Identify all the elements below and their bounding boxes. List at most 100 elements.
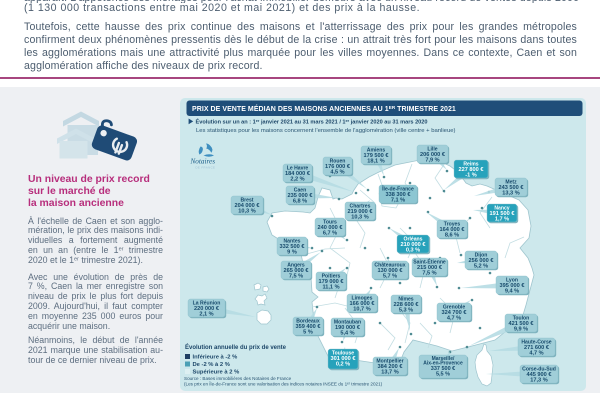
svg-text:Toulon: Toulon xyxy=(513,315,530,321)
svg-text:Toulouse: Toulouse xyxy=(332,350,354,356)
svg-text:243 500 €: 243 500 € xyxy=(499,185,525,191)
svg-text:Reims: Reims xyxy=(463,161,478,167)
svg-text:Corse-du-Sud: Corse-du-Sud xyxy=(522,366,556,372)
svg-text:Châteauroux: Châteauroux xyxy=(374,262,405,268)
svg-text:Nancy: Nancy xyxy=(494,205,509,211)
svg-text:9 %: 9 % xyxy=(287,250,297,256)
svg-text:332 500 €: 332 500 € xyxy=(280,244,306,250)
svg-text:Troyes: Troyes xyxy=(444,221,461,227)
svg-text:Brest: Brest xyxy=(240,197,253,203)
svg-text:301 000 €: 301 000 € xyxy=(331,356,357,362)
svg-text:240 000 €: 240 000 € xyxy=(318,225,344,231)
svg-text:Aix-en-Provence: Aix-en-Provence xyxy=(423,361,463,367)
svg-text:166 000 €: 166 000 € xyxy=(350,301,376,307)
svg-text:228 600 €: 228 600 € xyxy=(394,302,420,308)
svg-text:227 800 €: 227 800 € xyxy=(459,167,485,173)
svg-text:265 000 €: 265 000 € xyxy=(284,268,310,274)
svg-text:256 000 €: 256 000 € xyxy=(469,258,495,264)
svg-text:421 500 €: 421 500 € xyxy=(509,321,535,327)
svg-text:7,5 %: 7,5 % xyxy=(422,271,436,277)
svg-text:13,3 %: 13,3 % xyxy=(502,191,519,197)
svg-text:5 %: 5 % xyxy=(303,330,313,336)
svg-text:176 000 €: 176 000 € xyxy=(325,164,351,170)
svg-text:PRIX DE VENTE MÉDIAN DES MAISO: PRIX DE VENTE MÉDIAN DES MAISONS ANCIENN… xyxy=(192,104,456,113)
svg-text:5,3 %: 5,3 % xyxy=(399,308,413,314)
svg-text:384 200 €: 384 200 € xyxy=(378,364,404,370)
svg-text:204 000 €: 204 000 € xyxy=(235,203,261,209)
svg-text:Caen: Caen xyxy=(294,187,306,193)
svg-text:395 000 €: 395 000 € xyxy=(500,283,526,289)
svg-text:7,9 %: 7,9 % xyxy=(425,158,439,164)
svg-text:Lille: Lille xyxy=(427,146,437,152)
svg-text:338 300 €: 338 300 € xyxy=(386,192,412,198)
svg-text:Dijon: Dijon xyxy=(475,252,488,258)
svg-text:164 000 €: 164 000 € xyxy=(440,227,466,233)
svg-text:Les statistiques pour les mais: Les statistiques pour les maisons concer… xyxy=(196,128,455,134)
svg-text:9,4 %: 9,4 % xyxy=(505,289,519,295)
svg-text:215 000 €: 215 000 € xyxy=(417,265,443,271)
svg-text:184 000 €: 184 000 € xyxy=(285,171,311,177)
svg-text:Nîmes: Nîmes xyxy=(398,296,413,302)
svg-text:DE FRANCE: DE FRANCE xyxy=(196,166,216,170)
svg-text:Limoges: Limoges xyxy=(352,295,373,301)
svg-text:5,2 %: 5,2 % xyxy=(474,264,488,270)
svg-text:13,7 %: 13,7 % xyxy=(381,370,398,376)
svg-text:Orléans: Orléans xyxy=(404,236,423,242)
svg-text:Rouen: Rouen xyxy=(330,158,346,164)
svg-text:La Réunion: La Réunion xyxy=(193,300,221,306)
svg-text:210 000 €: 210 000 € xyxy=(401,242,427,248)
svg-text:359 400 €: 359 400 € xyxy=(296,324,322,330)
svg-text:445 900 €: 445 900 € xyxy=(527,372,553,378)
svg-text:Évolution sur un an : 1er janv: Évolution sur un an : 1er janvier 2021 a… xyxy=(196,117,428,125)
svg-text:Chartres: Chartres xyxy=(350,203,371,209)
svg-text:Nantes: Nantes xyxy=(284,238,301,244)
svg-text:Poitiers: Poitiers xyxy=(322,273,341,279)
svg-text:Lyon: Lyon xyxy=(506,277,518,283)
svg-text:Source : Bases immobilières de: Source : Bases immobilières des Notaires… xyxy=(184,376,292,381)
svg-text:4,7 %: 4,7 % xyxy=(529,351,543,357)
svg-text:271 600 €: 271 600 € xyxy=(524,345,550,351)
svg-text:Marseille/: Marseille/ xyxy=(432,356,455,362)
svg-text:Tours: Tours xyxy=(323,219,337,225)
svg-text:235 000 €: 235 000 € xyxy=(288,193,314,199)
svg-text:206 000 €: 206 000 € xyxy=(420,152,446,158)
svg-text:Le Havre: Le Havre xyxy=(287,165,309,171)
svg-text:130 000 €: 130 000 € xyxy=(378,268,404,274)
svg-text:Évolution annuelle du prix de: Évolution annuelle du prix de vente xyxy=(185,343,287,351)
svg-text:10,3 %: 10,3 % xyxy=(351,215,368,221)
svg-text:337 500 €: 337 500 € xyxy=(431,366,455,372)
svg-text:10,3 %: 10,3 % xyxy=(238,209,255,215)
svg-text:8,6 %: 8,6 % xyxy=(445,233,459,239)
svg-text:Bordeaux: Bordeaux xyxy=(296,318,320,324)
svg-text:Haute-Corse: Haute-Corse xyxy=(521,339,551,345)
svg-text:2,1 %: 2,1 % xyxy=(199,312,213,318)
svg-text:11,1 %: 11,1 % xyxy=(322,285,339,291)
svg-text:219 000 €: 219 000 € xyxy=(348,209,374,215)
svg-text:-1 %: -1 % xyxy=(465,173,477,179)
svg-text:Montauban: Montauban xyxy=(334,319,361,325)
svg-text:4,5 %: 4,5 % xyxy=(330,170,344,176)
svg-text:Amiens: Amiens xyxy=(367,147,386,153)
svg-text:5,4 %: 5,4 % xyxy=(340,331,354,337)
svg-text:9,9 %: 9,9 % xyxy=(514,327,528,333)
svg-text:7,5 %: 7,5 % xyxy=(289,274,303,280)
svg-text:179 000 €: 179 000 € xyxy=(319,279,345,285)
svg-text:4,7 %: 4,7 % xyxy=(447,316,461,322)
svg-text:0,2 %: 0,2 % xyxy=(336,362,350,368)
svg-text:17,3 %: 17,3 % xyxy=(530,378,547,384)
svg-text:(Les prix en Île-de-France son: (Les prix en Île-de-France sont une valo… xyxy=(184,381,383,387)
svg-text:5,7 %: 5,7 % xyxy=(383,274,397,280)
svg-text:Metz: Metz xyxy=(505,179,517,185)
svg-text:191 500 €: 191 500 € xyxy=(490,211,516,217)
svg-text:Angers: Angers xyxy=(287,262,305,268)
svg-text:190 000 €: 190 000 € xyxy=(335,325,361,331)
svg-text:6,7 %: 6,7 % xyxy=(323,231,337,237)
svg-text:7,1 %: 7,1 % xyxy=(391,198,405,204)
svg-text:2,2 %: 2,2 % xyxy=(290,177,304,183)
svg-text:6,8 %: 6,8 % xyxy=(293,199,307,205)
svg-text:Grenoble: Grenoble xyxy=(443,304,466,310)
svg-text:De -2 % à 2 %: De -2 % à 2 % xyxy=(193,362,230,368)
svg-text:5,5 %: 5,5 % xyxy=(436,371,450,377)
svg-text:Notaires: Notaires xyxy=(190,158,216,166)
svg-text:Supérieure à 2 %: Supérieure à 2 % xyxy=(193,370,240,376)
